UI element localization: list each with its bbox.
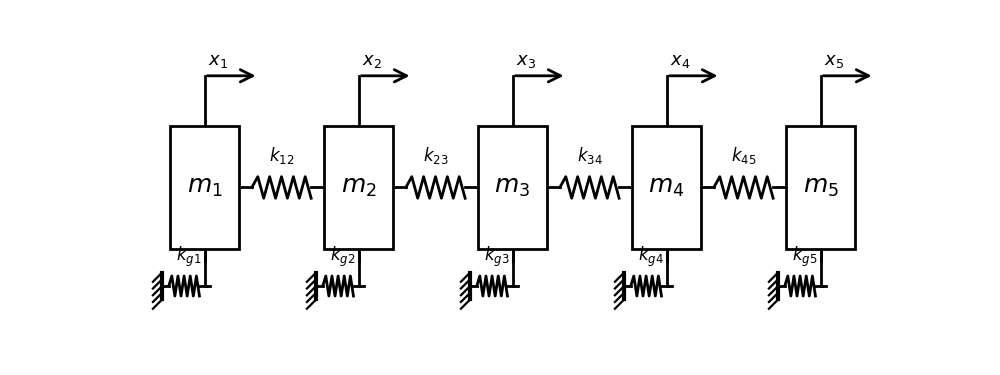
Text: $k_{34}$: $k_{34}$ [577,145,602,166]
Bar [632,126,701,249]
Text: $k_{45}$: $k_{45}$ [731,145,756,166]
Text: $m_2$: $m_2$ [341,176,376,200]
Text: $k_{g3}$: $k_{g3}$ [484,245,510,269]
Text: $k_{g1}$: $k_{g1}$ [176,245,201,269]
Text: $m_5$: $m_5$ [803,176,838,200]
Text: $k_{g2}$: $k_{g2}$ [330,245,355,269]
Bar [170,126,239,249]
Bar [324,126,393,249]
Text: $k_{g5}$: $k_{g5}$ [792,245,817,269]
Text: $m_3$: $m_3$ [494,176,531,200]
Text: $k_{12}$: $k_{12}$ [269,145,294,166]
Bar [786,126,855,249]
Text: $m_4$: $m_4$ [648,176,685,200]
Text: $x_4$: $x_4$ [670,53,690,70]
Text: $x_1$: $x_1$ [208,53,228,70]
Text: $m_1$: $m_1$ [187,176,222,200]
Text: $k_{g4}$: $k_{g4}$ [638,245,664,269]
Text: $x_5$: $x_5$ [824,53,844,70]
Text: $x_2$: $x_2$ [362,53,381,70]
Text: $x_3$: $x_3$ [516,53,536,70]
Text: $k_{23}$: $k_{23}$ [423,145,448,166]
Bar [478,126,547,249]
